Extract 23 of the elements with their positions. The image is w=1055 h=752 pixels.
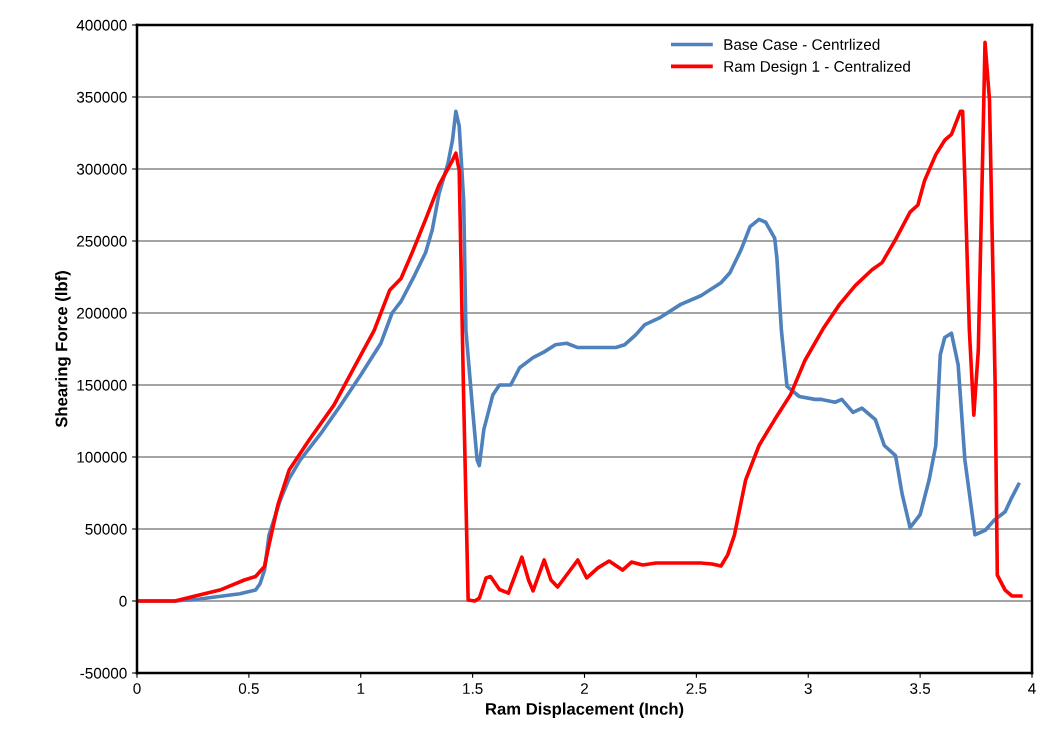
x-tick-label: 3.5 [910, 683, 931, 694]
y-tick-label: 300000 [76, 163, 127, 175]
y-tick-label: 350000 [76, 91, 127, 103]
y-tick-label: 50000 [85, 523, 127, 535]
x-tick-label: 2.5 [686, 683, 707, 694]
x-tick-label: 1.5 [463, 683, 483, 694]
legend-label: Base Case - Centrlized [724, 38, 880, 50]
y-tick-label: 100000 [77, 451, 127, 463]
y-tick-label: 150000 [77, 379, 127, 391]
x-tick-label: 0 [133, 683, 141, 694]
x-tick-label: 0.5 [238, 683, 259, 694]
x-tick-label: 2 [581, 683, 588, 694]
y-tick-label: -50000 [80, 667, 127, 679]
x-tick-label: 4 [1028, 683, 1036, 694]
y-tick-label: 400000 [76, 19, 127, 31]
y-tick-label: 200000 [77, 307, 127, 319]
y-tick-label: 250000 [77, 235, 127, 247]
legend-label: Ram Design 1 - Centralized [724, 60, 910, 75]
y-axis-title: Shearing Force (lbf) [55, 271, 71, 428]
x-axis-title: Ram Displacement (Inch) [486, 702, 684, 719]
x-tick-label: 1 [357, 683, 365, 694]
y-tick-label: 0 [119, 595, 127, 607]
x-tick-label: 3 [804, 683, 812, 694]
